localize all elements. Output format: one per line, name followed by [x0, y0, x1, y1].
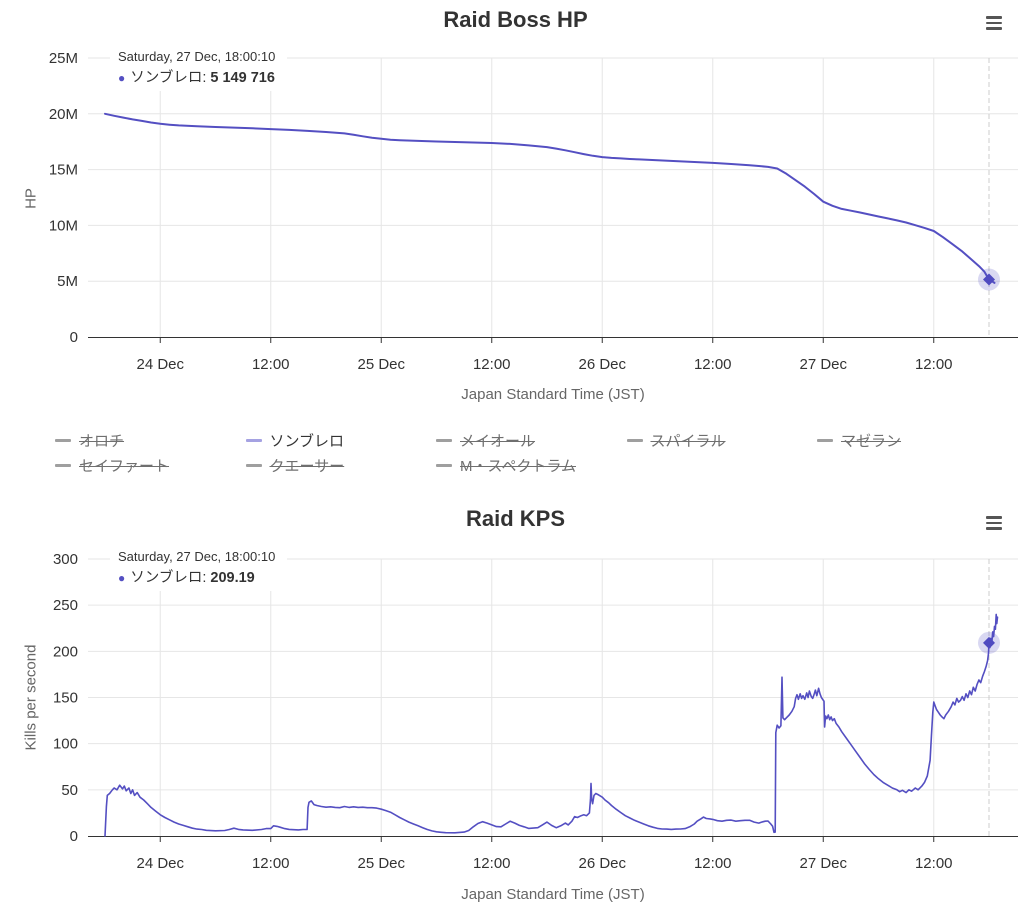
hp-y-axis-title: HP	[22, 188, 40, 209]
y-tick-label: 5M	[57, 273, 78, 290]
hamburger-icon	[986, 21, 1002, 25]
x-tick-label: 12:00	[473, 855, 511, 872]
tooltip-colon: :	[202, 570, 211, 586]
series-dot-icon: ●	[118, 71, 126, 85]
tooltip-body: ● ソンブレロ: 209.19	[118, 566, 275, 587]
y-tick-label: 20M	[49, 106, 78, 123]
x-tick-label: 27 Dec	[799, 356, 847, 373]
x-tick-label: 24 Dec	[136, 356, 184, 373]
legend-item-quasar[interactable]: クエーサー	[245, 454, 437, 477]
y-tick-label: 15M	[49, 162, 78, 179]
hovered-point-marker[interactable]	[983, 636, 995, 649]
legend-item-spiral[interactable]: スパイラル	[626, 429, 818, 452]
tooltip-series-name: ソンブレロ	[130, 70, 203, 86]
legend-item-label: ソンブレロ	[269, 433, 345, 450]
x-tick-label: 25 Dec	[357, 855, 405, 872]
legend-line-marker	[55, 464, 71, 467]
hovered-point-marker[interactable]	[983, 273, 995, 286]
legend-line-marker	[626, 439, 643, 442]
kps-chart-title: Raid KPS	[465, 506, 566, 531]
kps-x-axis-title: Japan Standard Time (JST)	[461, 886, 645, 903]
legend-item-label: メイオール	[460, 433, 536, 450]
kps-context-menu-button[interactable]	[981, 511, 1007, 535]
hamburger-icon	[986, 516, 1002, 519]
series-line-sombrero	[104, 613, 999, 837]
legend-item-label: スパイラル	[650, 433, 726, 450]
y-tick-label: 0	[70, 329, 78, 346]
legend-item-label: M・スペクトラム	[460, 458, 576, 475]
x-tick-label: 12:00	[915, 356, 953, 373]
x-tick-label: 12:00	[694, 855, 732, 872]
kps-y-axis-title: Kills per second	[22, 644, 40, 751]
kps-tooltip: Saturday, 27 Dec, 18:00:10 ● ソンブレロ: 209.1…	[110, 546, 288, 591]
tooltip-value: 5 149 716	[210, 70, 275, 86]
hp-context-menu-button[interactable]	[981, 11, 1007, 35]
series-dot-icon: ●	[118, 571, 126, 585]
legend-item-m-spectrum[interactable]: M・スペクトラム	[436, 454, 627, 477]
y-tick-label: 300	[53, 551, 78, 568]
legend-line-marker	[436, 464, 452, 467]
x-tick-label: 12:00	[694, 356, 732, 373]
hamburger-icon	[986, 521, 1002, 525]
y-tick-label: 50	[61, 782, 78, 799]
x-tick-label: 12:00	[473, 356, 511, 373]
x-tick-label: 12:00	[915, 855, 953, 872]
y-tick-label: 100	[53, 736, 78, 753]
hamburger-icon	[986, 527, 1002, 530]
legend-item-seyfert[interactable]: セイファート	[55, 454, 246, 477]
legend-line-marker	[245, 439, 262, 442]
x-tick-label: 25 Dec	[357, 356, 405, 373]
legend-item-label: マゼラン	[841, 433, 902, 450]
y-tick-label: 200	[53, 643, 78, 660]
y-tick-label: 0	[70, 828, 78, 845]
x-tick-label: 12:00	[252, 855, 290, 872]
x-tick-label: 12:00	[252, 356, 290, 373]
legend-line-marker	[55, 439, 71, 442]
hamburger-icon	[986, 16, 1002, 19]
x-tick-label: 26 Dec	[578, 356, 626, 373]
hp-chart-title: Raid Boss HP	[443, 7, 588, 32]
tooltip-header: Saturday, 27 Dec, 18:00:10	[118, 49, 276, 64]
x-tick-label: 27 Dec	[799, 855, 847, 872]
y-tick-label: 25M	[49, 50, 78, 67]
series-line-sombrero	[104, 112, 996, 284]
y-tick-label: 150	[53, 690, 78, 707]
y-tick-label: 10M	[49, 217, 78, 234]
legend-line-marker	[245, 464, 262, 467]
legend-item-label: セイファート	[79, 458, 170, 475]
legend-item-mayall[interactable]: メイオール	[436, 429, 627, 452]
y-tick-label: 250	[53, 597, 78, 614]
hp-tooltip: Saturday, 27 Dec, 18:00:10 ● ソンブレロ: 5 149…	[110, 46, 288, 91]
legend-item-label: オロチ	[79, 433, 125, 450]
tooltip-colon: :	[202, 70, 211, 86]
legend-item-label: クエーサー	[269, 458, 345, 475]
x-tick-label: 26 Dec	[578, 855, 626, 872]
hp-x-axis-title: Japan Standard Time (JST)	[461, 386, 645, 403]
kps-chart-canvas: 0 50 100 150 200 250 300 24 Dec 12:00 25 Dec 12:00…	[53, 551, 1018, 872]
legend-item-sombrero[interactable]: ソンブレロ	[245, 429, 437, 452]
tooltip-value: 209.19	[210, 570, 255, 586]
legend-item-orochi[interactable]: オロチ	[55, 429, 246, 452]
hamburger-icon	[986, 27, 1002, 30]
tooltip-header: Saturday, 27 Dec, 18:00:10	[118, 549, 276, 564]
x-tick-label: 24 Dec	[136, 855, 184, 872]
tooltip-series-name: ソンブレロ	[130, 570, 203, 586]
tooltip-body: ● ソンブレロ: 5 149 716	[118, 66, 275, 87]
legend-line-marker	[817, 439, 833, 442]
legend-line-marker	[436, 439, 452, 442]
legend: オロチ ソンブレロ メイオール スパイラル マゼラン セイファート クエーサー …	[55, 429, 1008, 477]
legend-item-magellan[interactable]: マゼラン	[817, 429, 1008, 452]
